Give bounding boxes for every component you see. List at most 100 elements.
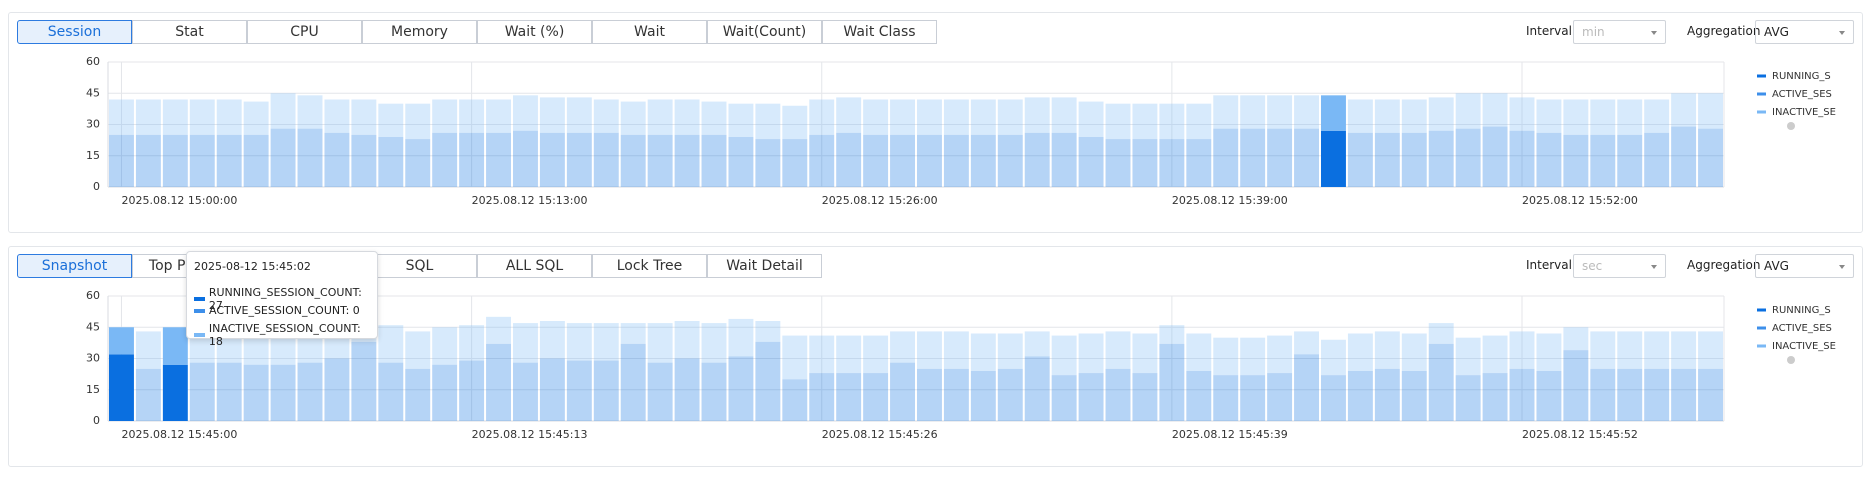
bar-segment <box>513 95 538 131</box>
bar-segment <box>647 362 673 421</box>
bar-segment <box>701 362 727 421</box>
x-tick-label: 2025.08.12 15:39:00 <box>1172 194 1288 207</box>
bar-segment <box>351 99 377 135</box>
bar-segment <box>1132 139 1158 187</box>
bar-segment <box>647 134 673 187</box>
bar-segment <box>432 364 458 421</box>
bar-segment <box>997 368 1023 421</box>
bar-segment <box>378 362 404 421</box>
tab[interactable]: Wait <box>592 20 707 44</box>
bar-segment <box>1482 373 1508 421</box>
bar-segment <box>351 134 377 187</box>
bar-segment <box>216 99 242 135</box>
bar-segment <box>1455 93 1481 129</box>
aggregation-label: Aggregation <box>1687 258 1761 272</box>
tooltip-item: RUNNING_SESSION_COUNT: 27 <box>194 286 377 312</box>
bar-segment <box>1644 132 1670 187</box>
bar-segment <box>890 134 915 187</box>
bar-segment <box>1024 331 1050 357</box>
tab[interactable]: Wait Class <box>822 20 937 44</box>
bar-segment <box>701 134 727 187</box>
bar-segment <box>647 99 673 135</box>
bar-segment <box>1347 371 1373 421</box>
bar-segment <box>486 316 511 344</box>
bar-segment <box>539 132 565 187</box>
bar-segment <box>566 323 592 361</box>
tab[interactable]: Stat <box>132 20 247 44</box>
bar-segment <box>1455 128 1481 187</box>
bar-segment <box>1078 333 1104 374</box>
interval-select[interactable]: min <box>1573 20 1666 44</box>
bar-segment <box>432 132 458 187</box>
aggregation-select[interactable]: AVG <box>1755 20 1854 44</box>
bar-segment <box>593 323 619 361</box>
chart: 0 15 30 45 60 2025.08.12 15:00:00 2025.08.12 1… <box>86 55 1836 207</box>
bar-segment <box>836 132 862 187</box>
bar-segment <box>1213 128 1239 187</box>
bar-segment <box>486 99 511 133</box>
aggregation-select[interactable]: AVG <box>1755 254 1854 278</box>
bar-segment <box>1240 128 1266 187</box>
bar-segment <box>162 134 188 187</box>
tab[interactable]: Wait (%) <box>477 20 592 44</box>
bar-segment <box>1051 335 1077 376</box>
bar-segment <box>1186 103 1212 140</box>
bar-segment <box>1428 97 1454 131</box>
tab[interactable]: SQL <box>362 254 477 278</box>
bar-segment <box>620 343 646 421</box>
tab[interactable]: Session <box>17 20 132 44</box>
bar-segment <box>836 373 862 421</box>
tab[interactable]: Snapshot <box>17 254 132 278</box>
bar-segment <box>297 362 323 421</box>
bar-segment <box>1509 130 1535 187</box>
bar-segment <box>459 360 485 421</box>
bar-segment <box>1159 343 1185 421</box>
bar-segment <box>1644 368 1670 421</box>
bar-segment <box>1024 97 1050 133</box>
bar-segment <box>1321 339 1346 376</box>
bar-segment <box>782 105 808 140</box>
bar-segment <box>1644 331 1670 369</box>
bar-segment <box>1482 335 1508 374</box>
bar-segment <box>1428 130 1454 187</box>
tooltip-item: ACTIVE_SESSION_COUNT: 0 <box>194 304 360 317</box>
bar-segment <box>135 331 161 369</box>
interval-select[interactable]: sec <box>1573 254 1666 278</box>
x-tick-label: 2025.08.12 15:45:39 <box>1172 428 1288 441</box>
bar-segment <box>917 134 942 187</box>
aggregation-value: AVG <box>1764 25 1789 39</box>
tooltip-marker <box>194 297 205 301</box>
bar-segment <box>405 103 431 140</box>
bar-segment <box>1374 331 1400 369</box>
bar-segment <box>593 99 619 133</box>
tab[interactable]: Wait(Count) <box>707 20 822 44</box>
tab[interactable]: ALL SQL <box>477 254 592 278</box>
tooltip: 2025-08-12 15:45:02 RUNNING_SESSION_COUNT… <box>186 251 378 348</box>
bar-segment <box>432 99 458 133</box>
bar-segment <box>486 132 511 187</box>
interval-value: min <box>1582 25 1605 39</box>
tab[interactable]: CPU <box>247 20 362 44</box>
bar-segment <box>1509 97 1535 131</box>
tab[interactable]: Lock Tree <box>592 254 707 278</box>
bar-segment <box>593 132 619 187</box>
bar-segment <box>1509 331 1535 369</box>
legend-label: INACTIVE_SE <box>1772 341 1836 352</box>
bar-segment <box>459 132 485 187</box>
bar-segment <box>1267 95 1293 129</box>
chart: 0 15 30 45 60 2025.08.12 15:45:00 2025.08.12 1… <box>86 289 1836 441</box>
bar-segment <box>728 318 754 357</box>
bar-segment <box>943 99 969 135</box>
bar-segment <box>1671 126 1697 187</box>
y-tick-label: 15 <box>86 149 100 162</box>
bar-segment <box>270 128 296 187</box>
bar-segment <box>1105 368 1131 421</box>
tab[interactable]: Memory <box>362 20 477 44</box>
bar-segment <box>809 99 835 135</box>
bar-segment <box>1051 132 1077 187</box>
legend-label: ACTIVE_SES <box>1772 323 1832 334</box>
tooltip-marker <box>194 308 205 313</box>
bar-segment <box>1213 337 1239 376</box>
tab[interactable]: Wait Detail <box>707 254 822 278</box>
